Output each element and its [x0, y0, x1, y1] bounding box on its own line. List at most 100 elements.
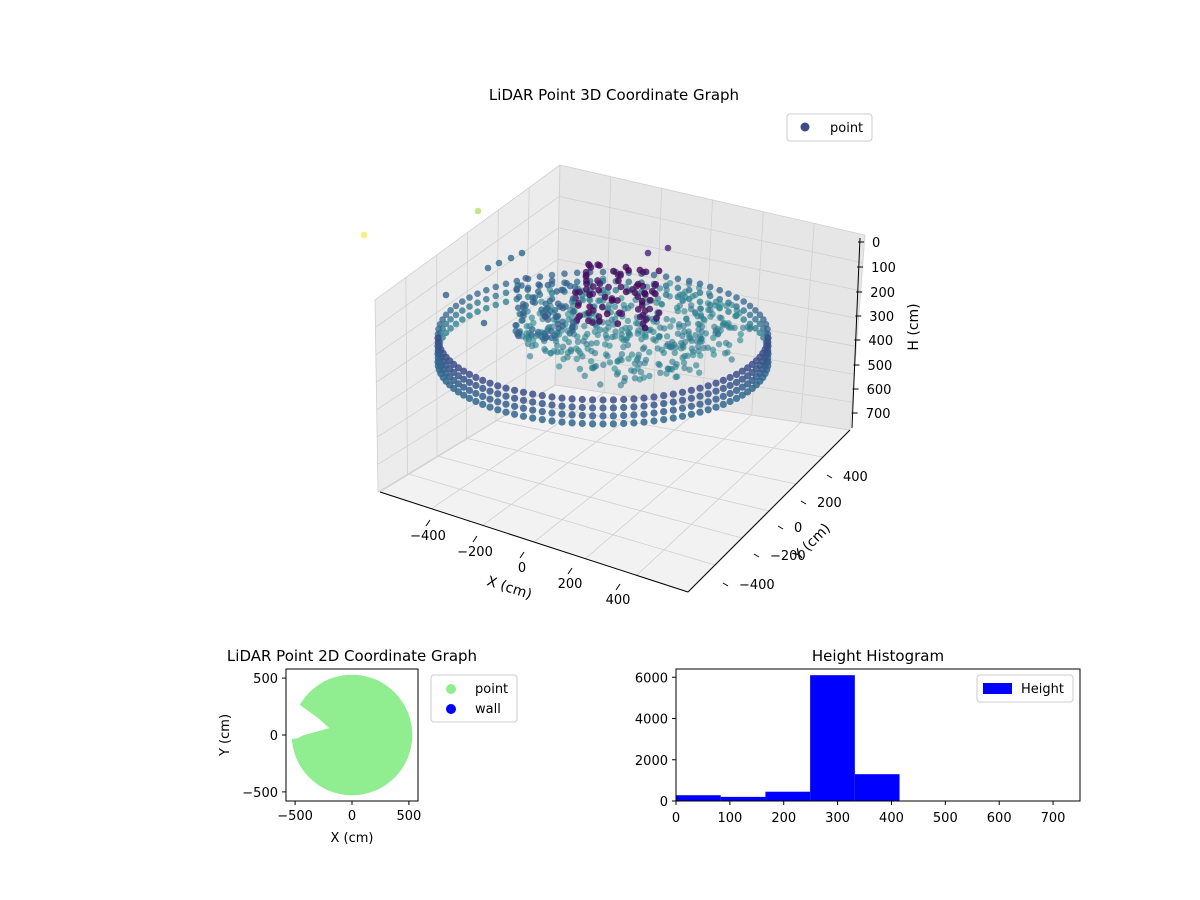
- point-marker: [552, 313, 560, 321]
- x-tick-label-hist: 400: [879, 811, 904, 826]
- point-marker: [523, 323, 530, 330]
- point-marker: [568, 411, 576, 419]
- point-marker: [595, 297, 602, 305]
- x-tick-label-3d: −400: [410, 529, 446, 544]
- point-marker: [641, 324, 649, 332]
- point-marker: [608, 297, 616, 304]
- grid-line: [377, 353, 556, 465]
- point-marker: [696, 392, 704, 400]
- point-marker: [563, 280, 570, 287]
- grid-line: [374, 299, 379, 493]
- point-marker: [434, 334, 442, 342]
- point-marker: [685, 280, 693, 288]
- point-marker: [479, 392, 487, 400]
- z-tick-label-3d: 500: [868, 359, 893, 374]
- point-marker: [674, 284, 682, 292]
- grid-line: [554, 384, 851, 431]
- point-marker: [752, 307, 759, 314]
- point-marker: [502, 384, 510, 392]
- point-marker: [596, 262, 603, 269]
- point-marker: [631, 360, 639, 367]
- point-marker: [657, 369, 664, 376]
- point-marker: [683, 315, 690, 322]
- point-marker: [599, 420, 607, 428]
- point-marker: [502, 408, 510, 416]
- title-3d: LiDAR Point 3D Coordinate Graph: [489, 86, 739, 104]
- z-tick-label-3d: 0: [872, 236, 880, 251]
- point-marker: [617, 283, 625, 291]
- point-marker: [662, 273, 670, 281]
- grid-line: [466, 232, 468, 439]
- point-marker: [558, 394, 566, 402]
- point-marker: [434, 342, 442, 350]
- point-marker: [558, 410, 566, 418]
- point-marker: [572, 288, 579, 296]
- point-marker: [667, 365, 674, 373]
- point-marker: [560, 355, 567, 363]
- point-marker: [738, 383, 746, 391]
- y-tick-3d: [777, 525, 784, 530]
- point-marker: [696, 321, 703, 328]
- point-marker: [679, 297, 686, 304]
- point-marker: [524, 340, 532, 347]
- y-tick-label-3d: 200: [817, 496, 842, 511]
- point-marker: [538, 400, 546, 408]
- point-marker: [601, 293, 609, 301]
- legend-marker-point-2d: [446, 684, 456, 694]
- point-marker: [613, 371, 621, 378]
- grid-line: [374, 164, 561, 301]
- point-marker: [544, 281, 552, 289]
- point-marker: [704, 406, 712, 414]
- point-marker: [716, 314, 723, 321]
- point-marker: [568, 395, 576, 403]
- point-marker: [547, 350, 554, 357]
- point-marker: [687, 394, 696, 402]
- point-marker: [635, 351, 642, 358]
- x-tick-label-hist: 100: [717, 811, 742, 826]
- point-marker: [447, 316, 454, 323]
- point-marker: [732, 386, 741, 394]
- point-marker: [541, 330, 549, 338]
- point-marker: [679, 354, 686, 361]
- point-marker: [599, 268, 607, 276]
- point-marker: [660, 349, 667, 357]
- point-marker: [576, 365, 584, 373]
- point-marker: [679, 291, 687, 298]
- point-marker: [704, 390, 712, 398]
- point-marker: [561, 270, 568, 278]
- grid-line: [375, 227, 559, 356]
- point-marker: [559, 343, 567, 350]
- point-marker: [680, 322, 687, 330]
- point-marker: [625, 278, 633, 286]
- point-marker: [620, 343, 627, 351]
- point-marker: [575, 347, 582, 354]
- point-marker: [630, 411, 638, 419]
- point-marker: [688, 302, 695, 309]
- point-marker: [599, 404, 607, 412]
- point-marker: [752, 316, 759, 323]
- point-marker: [744, 372, 752, 380]
- point-marker: [744, 364, 752, 372]
- y-tick-3d: [722, 582, 729, 587]
- point-marker: [593, 339, 600, 347]
- point-marker: [628, 351, 636, 358]
- z-axis-line: [851, 237, 861, 429]
- point-marker: [639, 345, 647, 353]
- point-marker: [650, 401, 658, 409]
- point-marker: [492, 283, 500, 291]
- point-marker: [574, 333, 581, 340]
- point-marker: [600, 361, 607, 368]
- point-marker: [738, 375, 746, 383]
- point-marker: [630, 403, 638, 411]
- point-marker: [569, 324, 576, 331]
- points-3d: [360, 207, 772, 428]
- point-marker: [515, 332, 522, 340]
- point-marker: [510, 410, 519, 418]
- point-marker: [472, 381, 480, 390]
- point-marker: [696, 400, 704, 408]
- point-marker: [510, 386, 519, 394]
- point-marker: [678, 404, 687, 412]
- y-tick-3d: [800, 500, 807, 505]
- point-marker: [551, 306, 559, 314]
